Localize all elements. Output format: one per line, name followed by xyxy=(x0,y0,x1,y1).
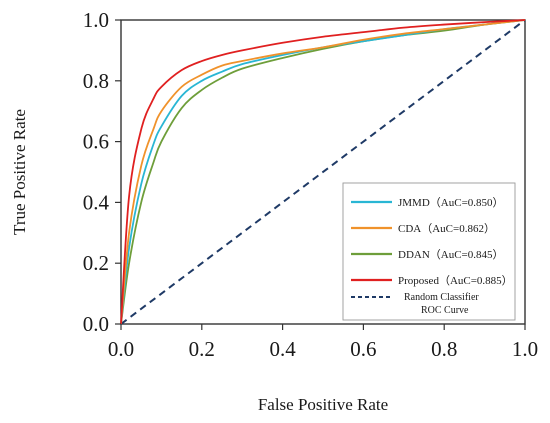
y-axis-ticks: 0.0 0.2 0.4 0.6 0.8 1.0 xyxy=(83,8,121,336)
legend-label-jmmd-auc-0-850: JMMD（AuC=0.850） xyxy=(398,196,504,209)
x-tick-label: 0.6 xyxy=(350,337,376,361)
x-axis-ticks: 0.0 0.2 0.4 0.6 0.8 1.0 xyxy=(108,324,538,361)
legend-label-ddan-auc-0-845: DDAN（AuC=0.845） xyxy=(398,248,504,261)
x-tick-label: 0.8 xyxy=(431,337,457,361)
legend-label-random-classifier: Random Classifier xyxy=(404,292,479,303)
series-line-cda-auc-0-862 xyxy=(120,19,526,325)
y-tick-label: 1.0 xyxy=(83,8,109,32)
legend: JMMD（AuC=0.850） CDA（AuC=0.862） DDAN（AuC=0.… xyxy=(342,182,516,321)
x-axis-title: False Positive Rate xyxy=(258,395,388,414)
x-tick-label: 0.2 xyxy=(189,337,215,361)
series-lines xyxy=(120,19,526,325)
y-tick-label: 0.4 xyxy=(83,190,110,214)
y-tick-label: 0.0 xyxy=(83,312,109,336)
legend-label-roc-curve: ROC Curve xyxy=(421,305,469,316)
plot-frame xyxy=(120,19,526,325)
y-tick-label: 0.2 xyxy=(83,251,109,275)
legend-box xyxy=(342,182,516,321)
x-tick-label: 0.4 xyxy=(269,337,296,361)
legend-label-proposed-auc-0-885: Proposed（AuC=0.885） xyxy=(398,274,513,287)
series-line-random-classifier-roc-curve xyxy=(120,19,526,325)
legend-label-cda-auc-0-862: CDA（AuC=0.862） xyxy=(398,222,495,235)
x-tick-label: 1.0 xyxy=(512,337,538,361)
x-tick-label: 0.0 xyxy=(108,337,134,361)
series-line-proposed-auc-0-885 xyxy=(120,19,526,325)
y-axis-title: True Positive Rate xyxy=(10,109,29,235)
y-tick-label: 0.8 xyxy=(83,69,109,93)
y-tick-label: 0.6 xyxy=(83,130,109,154)
